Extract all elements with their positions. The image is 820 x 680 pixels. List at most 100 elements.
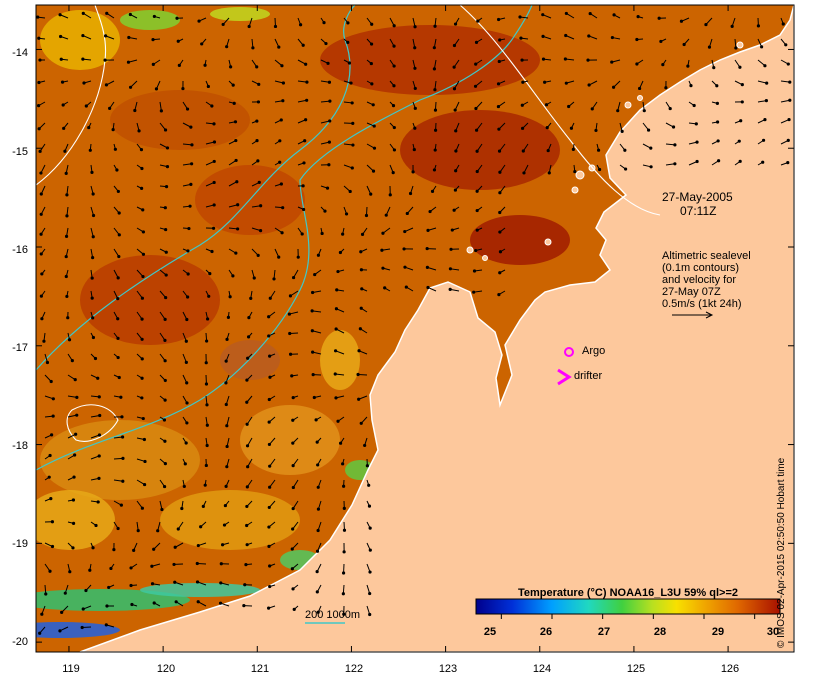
- velocity-arrow-head: [564, 81, 568, 85]
- velocity-arrow-head: [348, 189, 352, 194]
- velocity-arrow-head: [245, 378, 249, 382]
- velocity-arrow-head: [734, 46, 738, 50]
- velocity-arrow-head: [231, 274, 235, 278]
- velocity-arrow-head: [141, 208, 145, 212]
- velocity-arrow-head: [48, 453, 52, 458]
- velocity-arrow-head: [543, 80, 547, 84]
- velocity-arrow-head: [357, 397, 361, 401]
- velocity-arrow-head: [291, 485, 295, 490]
- velocity-arrow-head: [70, 358, 74, 363]
- velocity-arrow-head: [59, 57, 63, 61]
- velocity-arrow-head: [657, 16, 661, 20]
- velocity-arrow-head: [71, 521, 76, 525]
- velocity-arrow-head: [94, 523, 98, 528]
- velocity-arrow-head: [475, 128, 479, 132]
- velocity-arrow-head: [359, 268, 364, 272]
- velocity-arrow-head: [452, 65, 456, 69]
- velocity-arrow-head: [255, 65, 259, 69]
- velocity-arrow-head: [90, 170, 94, 174]
- velocity-arrow-head: [290, 547, 294, 551]
- velocity-arrow-head: [288, 294, 293, 298]
- velocity-arrow-head: [267, 420, 271, 424]
- velocity-arrow-head: [73, 378, 77, 382]
- velocity-arrow-head: [324, 41, 328, 46]
- velocity-arrow-head: [403, 229, 407, 234]
- velocity-arrow-head: [44, 592, 48, 596]
- velocity-arrow-head: [764, 99, 768, 103]
- velocity-arrow-head: [120, 415, 124, 419]
- velocity-arrow-head: [140, 317, 144, 321]
- velocity-arrow-head: [68, 570, 72, 574]
- velocity-arrow-head: [91, 546, 95, 550]
- velocity-arrow-head: [82, 81, 86, 85]
- velocity-arrow-head: [569, 126, 574, 130]
- velocity-arrow-head: [163, 338, 167, 342]
- velocity-arrow-head: [391, 171, 395, 175]
- velocity-arrow-head: [196, 600, 200, 604]
- velocity-arrow-head: [673, 162, 677, 166]
- velocity-arrow-head: [342, 612, 346, 616]
- velocity-arrow-head: [37, 80, 41, 85]
- velocity-arrow-head: [405, 211, 409, 216]
- velocity-arrow-head: [116, 276, 120, 280]
- velocity-arrow-head: [244, 563, 248, 567]
- velocity-arrow-head: [404, 285, 408, 289]
- velocity-arrow-head: [334, 327, 338, 331]
- velocity-arrow-head: [75, 395, 79, 399]
- velocity-arrow-head: [75, 413, 79, 417]
- velocity-arrow-head: [425, 265, 430, 269]
- velocity-arrow-head: [738, 65, 742, 69]
- velocity-arrow-head: [567, 104, 571, 109]
- velocity-arrow-head: [291, 506, 295, 511]
- velocity-arrow-head: [453, 188, 458, 192]
- velocity-arrow-head: [90, 296, 94, 300]
- velocity-arrow-head: [315, 570, 319, 574]
- velocity-arrow-head: [143, 482, 147, 487]
- velocity-arrow-head: [328, 119, 332, 123]
- velocity-arrow-head: [475, 228, 479, 232]
- velocity-arrow-head: [305, 80, 309, 84]
- velocity-arrow-head: [142, 437, 146, 442]
- velocity-arrow-head: [93, 356, 98, 361]
- temperature-patch: [36, 490, 115, 550]
- velocity-arrow-head: [432, 168, 437, 172]
- velocity-arrow-head: [541, 13, 545, 17]
- velocity-arrow-head: [257, 180, 261, 184]
- velocity-arrow-head: [164, 295, 168, 300]
- velocity-arrow-head: [432, 67, 437, 71]
- velocity-arrow-head: [695, 140, 699, 144]
- y-tick-label: -16: [12, 244, 28, 256]
- velocity-arrow-head: [141, 416, 145, 421]
- velocity-arrow-head: [176, 39, 180, 43]
- velocity-arrow-head: [712, 65, 716, 70]
- velocity-arrow-head: [291, 587, 295, 591]
- temperature-patch: [120, 10, 180, 30]
- velocity-arrow-head: [277, 45, 281, 49]
- velocity-arrow-head: [737, 139, 741, 143]
- velocity-arrow-head: [279, 182, 283, 186]
- velocity-arrow-head: [64, 234, 69, 239]
- velocity-arrow-head: [205, 403, 209, 407]
- velocity-arrow-head: [225, 45, 229, 49]
- velocity-arrow-head: [162, 484, 167, 489]
- velocity-arrow-head: [91, 213, 96, 218]
- velocity-arrow-head: [137, 129, 141, 133]
- velocity-arrow-head: [185, 401, 189, 405]
- velocity-arrow-head: [384, 213, 388, 217]
- velocity-info-line: (0.1m contours): [662, 262, 740, 274]
- velocity-arrow-head: [316, 528, 320, 533]
- velocity-arrow-head: [268, 485, 272, 489]
- velocity-arrow-head: [450, 228, 454, 232]
- velocity-arrow-head: [296, 255, 300, 259]
- velocity-arrow-head: [185, 317, 189, 322]
- plot-frame: [35, 4, 795, 653]
- temperature-patch: [36, 589, 190, 611]
- velocity-arrow-head: [116, 526, 120, 531]
- velocity-arrow-head: [87, 125, 91, 130]
- velocity-arrow-head: [190, 162, 194, 166]
- velocity-arrow-head: [246, 356, 250, 360]
- y-tick-label: -14: [12, 47, 28, 59]
- velocity-arrow-head: [116, 336, 120, 340]
- velocity-arrow-head: [695, 159, 699, 164]
- temperature-patch: [110, 90, 250, 150]
